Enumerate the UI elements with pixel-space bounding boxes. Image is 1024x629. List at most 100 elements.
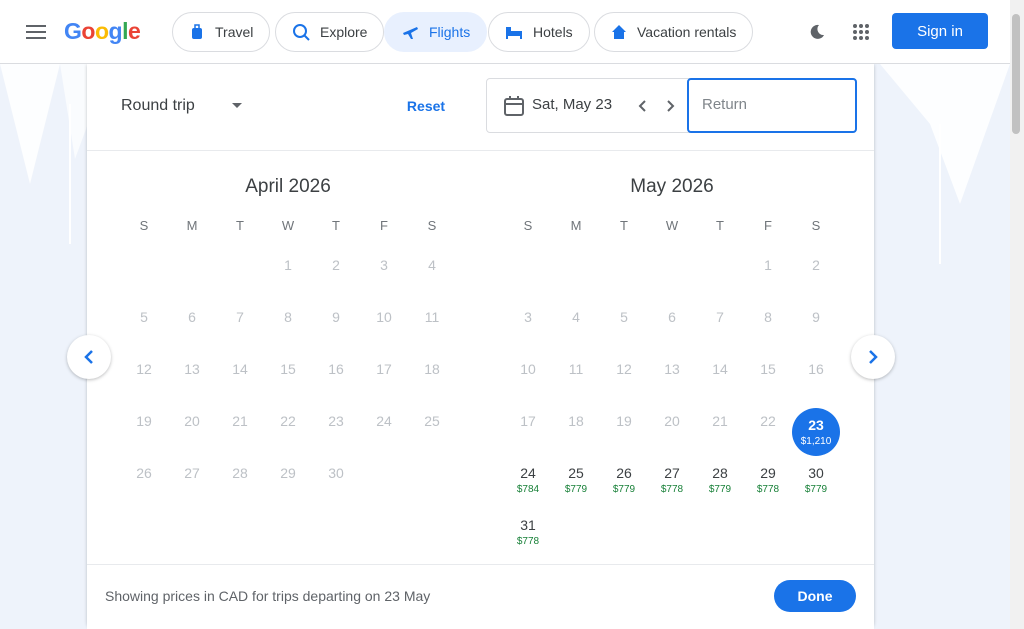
calendar-day[interactable]: 24 $784 xyxy=(504,458,552,510)
calendar-day[interactable]: 18 xyxy=(552,406,600,458)
google-apps-button[interactable] xyxy=(841,12,881,52)
calendar-day[interactable]: 16 xyxy=(312,354,360,406)
calendar-day[interactable]: 17 xyxy=(360,354,408,406)
day-number: 9 xyxy=(332,309,340,325)
calendar-day[interactable]: 3 xyxy=(504,302,552,354)
bed-icon xyxy=(506,27,522,39)
calendar-day[interactable]: 10 xyxy=(504,354,552,406)
dark-mode-toggle[interactable] xyxy=(797,12,837,52)
calendar-day[interactable]: 6 xyxy=(168,302,216,354)
calendar-day[interactable]: 2 xyxy=(792,250,840,302)
calendar-day[interactable]: 11 xyxy=(552,354,600,406)
calendar-day[interactable]: 29 xyxy=(264,458,312,510)
calendar-day[interactable]: 20 xyxy=(168,406,216,458)
calendar-day[interactable]: 21 xyxy=(216,406,264,458)
calendar-day[interactable]: 23 xyxy=(312,406,360,458)
calendar-day[interactable]: 28 $779 xyxy=(696,458,744,510)
calendar-day[interactable]: 19 xyxy=(120,406,168,458)
day-number: 15 xyxy=(280,361,296,377)
calendar-day[interactable]: 30 xyxy=(312,458,360,510)
calendar-day[interactable]: 1 xyxy=(744,250,792,302)
dialog-footer xyxy=(87,564,874,629)
calendar-day[interactable]: 16 xyxy=(792,354,840,406)
calendar-day[interactable]: 6 xyxy=(648,302,696,354)
calendar-day[interactable]: 22 xyxy=(264,406,312,458)
calendar-day[interactable]: 25 $779 xyxy=(552,458,600,510)
calendar-day[interactable]: 27 xyxy=(168,458,216,510)
day-number: 17 xyxy=(376,361,392,377)
calendar-day[interactable]: 23 $1,210 xyxy=(792,408,840,456)
calendar-day[interactable]: 17 xyxy=(504,406,552,458)
day-number: 28 xyxy=(232,465,248,481)
calendar-day[interactable]: 19 xyxy=(600,406,648,458)
calendar-day[interactable]: 26 xyxy=(120,458,168,510)
calendar-day[interactable]: 8 xyxy=(744,302,792,354)
calendar-day[interactable]: 12 xyxy=(120,354,168,406)
departure-date-input[interactable]: Sat, May 23 xyxy=(532,96,613,113)
tab-hotels[interactable]: Hotels xyxy=(488,12,590,52)
prev-month-button[interactable] xyxy=(67,335,111,379)
day-price: $779 xyxy=(612,484,636,495)
day-number: 19 xyxy=(136,413,152,429)
day-number: 27 xyxy=(184,465,200,481)
day-number: 4 xyxy=(572,309,580,325)
reset-button[interactable]: Reset xyxy=(406,98,446,114)
calendar-day[interactable]: 2 xyxy=(312,250,360,302)
page-scrollbar[interactable] xyxy=(1010,0,1024,629)
calendar-day[interactable]: 7 xyxy=(696,302,744,354)
calendar-day[interactable]: 13 xyxy=(648,354,696,406)
tab-flights[interactable]: Flights xyxy=(384,12,488,52)
calendar-day[interactable]: 30 $779 xyxy=(792,458,840,510)
calendar-day[interactable]: 7 xyxy=(216,302,264,354)
calendar-day[interactable]: 31 $778 xyxy=(504,510,552,562)
calendar-day[interactable]: 24 xyxy=(360,406,408,458)
next-month-button[interactable] xyxy=(851,335,895,379)
calendar-day[interactable]: 27 $778 xyxy=(648,458,696,510)
calendar-day[interactable]: 14 xyxy=(216,354,264,406)
calendar-day[interactable]: 15 xyxy=(744,354,792,406)
day-number: 17 xyxy=(520,413,536,429)
calendar-day[interactable]: 5 xyxy=(600,302,648,354)
day-number: 9 xyxy=(812,309,820,325)
done-button[interactable]: Done xyxy=(774,580,856,612)
calendar-day[interactable]: 22 xyxy=(744,406,792,458)
trip-type-select[interactable]: Round trip xyxy=(104,82,244,130)
return-date-input[interactable] xyxy=(687,78,857,133)
calendar-day[interactable]: 4 xyxy=(552,302,600,354)
calendar-day[interactable]: 14 xyxy=(696,354,744,406)
tab-explore[interactable]: Explore xyxy=(275,12,385,52)
calendar-day[interactable]: 8 xyxy=(264,302,312,354)
main-menu-button[interactable] xyxy=(12,8,60,56)
calendar-day[interactable]: 9 xyxy=(312,302,360,354)
calendar-day[interactable]: 25 xyxy=(408,406,456,458)
calendar-day[interactable]: 20 xyxy=(648,406,696,458)
calendar-day[interactable]: 15 xyxy=(264,354,312,406)
departure-prev-day-button[interactable] xyxy=(628,86,656,126)
calendar-day[interactable]: 11 xyxy=(408,302,456,354)
day-number: 5 xyxy=(620,309,628,325)
calendar-day[interactable]: 1 xyxy=(264,250,312,302)
calendar-day[interactable]: 28 xyxy=(216,458,264,510)
tab-travel[interactable]: Travel xyxy=(172,12,271,52)
calendar-day[interactable]: 18 xyxy=(408,354,456,406)
calendar-day[interactable]: 5 xyxy=(120,302,168,354)
calendar-day[interactable]: 4 xyxy=(408,250,456,302)
calendar-day[interactable]: 12 xyxy=(600,354,648,406)
calendar-day[interactable]: 10 xyxy=(360,302,408,354)
weekday-label: T xyxy=(716,218,724,233)
day-number: 19 xyxy=(616,413,632,429)
sign-in-button[interactable]: Sign in xyxy=(892,13,988,49)
calendar-day[interactable]: 13 xyxy=(168,354,216,406)
tab-vacation-rentals[interactable]: Vacation rentals xyxy=(594,12,754,52)
day-number: 3 xyxy=(380,257,388,273)
calendar-day[interactable]: 29 $778 xyxy=(744,458,792,510)
calendar-day[interactable]: 21 xyxy=(696,406,744,458)
calendar-day[interactable]: 3 xyxy=(360,250,408,302)
departure-next-day-button[interactable] xyxy=(657,86,685,126)
weekday-label: M xyxy=(570,218,582,233)
calendar-day[interactable]: 26 $779 xyxy=(600,458,648,510)
scrollbar-thumb[interactable] xyxy=(1012,14,1020,134)
calendar-day[interactable]: 9 xyxy=(792,302,840,354)
day-number: 30 xyxy=(328,465,344,481)
